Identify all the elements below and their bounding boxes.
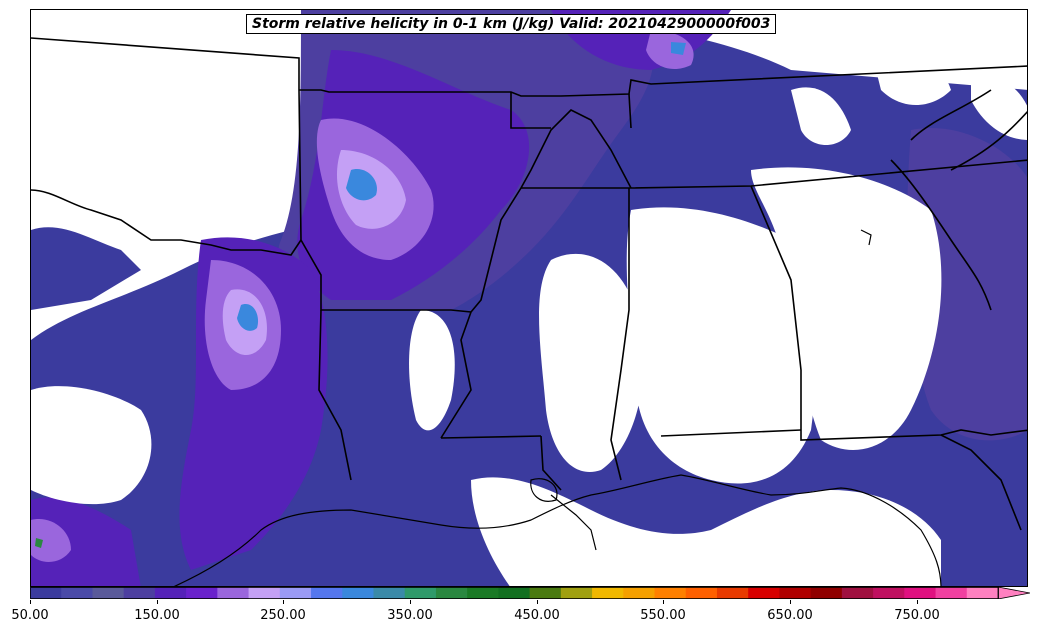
colorbar-tick-mark <box>283 600 284 604</box>
colorbar-tick-label: 650.00 <box>767 608 813 623</box>
colorbar-cell <box>904 587 937 599</box>
colorbar-cell <box>123 587 156 599</box>
colorbar <box>30 587 1030 599</box>
colorbar-cell <box>716 587 749 599</box>
colorbar-cell <box>61 587 93 599</box>
colorbar-cell <box>217 587 250 599</box>
colorbar-cell <box>404 587 437 599</box>
colorbar-cell <box>154 587 187 599</box>
colorbar-cell <box>498 587 531 599</box>
colorbar-cell <box>779 587 812 599</box>
colorbar-cell <box>279 587 312 599</box>
colorbar-cell <box>841 587 874 599</box>
colorbar-ticks: 50.00 150.00 250.00 350.00 450.00 550.00… <box>0 600 1037 630</box>
helicity-map <box>31 10 1027 586</box>
colorbar-cell <box>654 587 687 599</box>
colorbar-tick-mark <box>410 600 411 604</box>
colorbar-tick-mark <box>30 600 31 604</box>
colorbar-cell <box>30 587 62 599</box>
colorbar-border <box>30 587 999 599</box>
colorbar-tick-label: 350.00 <box>387 608 433 623</box>
colorbar-tick-mark <box>663 600 664 604</box>
colorbar-cell <box>248 587 281 599</box>
colorbar-tick-mark <box>157 600 158 604</box>
colorbar-cell <box>311 587 343 599</box>
colorbar-cell <box>186 587 218 599</box>
colorbar-tick-mark <box>790 600 791 604</box>
coastline <box>173 229 942 586</box>
colorbar-cell <box>623 587 656 599</box>
map-title: Storm relative helicity in 0-1 km (J/kg)… <box>246 14 777 34</box>
colorbar-cell <box>342 587 374 599</box>
colorbar-cell <box>592 587 624 599</box>
colorbar-tick-mark <box>537 600 538 604</box>
colorbar-tick-label: 250.00 <box>260 608 306 623</box>
colorbar-tick-label: 150.00 <box>134 608 180 623</box>
colorbar-cell <box>748 587 780 599</box>
colorbar-cell <box>373 587 406 599</box>
map-panel <box>30 9 1028 587</box>
colorbar-tick-label: 450.00 <box>514 608 560 623</box>
colorbar-extend-arrow <box>997 587 1030 599</box>
below-threshold-areas <box>31 35 1027 586</box>
colorbar-cell <box>810 587 843 599</box>
colorbar-cell <box>873 587 905 599</box>
colorbar-cell <box>560 587 593 599</box>
colorbar-cell <box>966 587 999 599</box>
colorbar-cell <box>935 587 968 599</box>
colorbar-tick-label: 50.00 <box>11 608 49 623</box>
colorbar-cell <box>529 587 562 599</box>
colorbar-tick-mark <box>917 600 918 604</box>
colorbar-cell <box>467 587 499 599</box>
colorbar-cells <box>30 587 999 599</box>
colorbar-cell <box>685 587 718 599</box>
colorbar-tick-label: 550.00 <box>640 608 686 623</box>
state-boundaries <box>31 37 1027 531</box>
colorbar-tick-label: 750.00 <box>894 608 940 623</box>
colorbar-cell <box>92 587 125 599</box>
colorbar-cell <box>435 587 468 599</box>
